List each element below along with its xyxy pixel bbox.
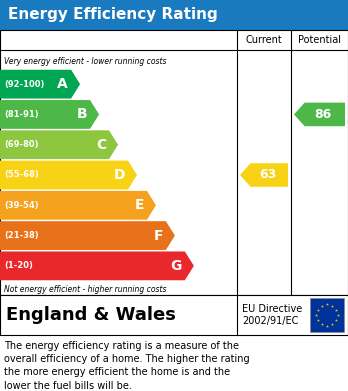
Polygon shape: [240, 163, 288, 187]
Text: (69-80): (69-80): [4, 140, 39, 149]
Bar: [0, 0, 348, 30]
Polygon shape: [0, 221, 175, 250]
Text: (92-100): (92-100): [4, 80, 45, 89]
Polygon shape: [0, 100, 99, 129]
Text: Potential: Potential: [298, 35, 341, 45]
Bar: [0, 295, 348, 335]
Text: Current: Current: [246, 35, 282, 45]
Text: The energy efficiency rating is a measure of the
overall efficiency of a home. T: The energy efficiency rating is a measur…: [4, 341, 250, 391]
Polygon shape: [294, 102, 345, 126]
Text: Very energy efficient - lower running costs: Very energy efficient - lower running co…: [4, 57, 166, 66]
Text: B: B: [77, 108, 87, 122]
Text: 86: 86: [314, 108, 332, 121]
Polygon shape: [0, 251, 194, 280]
Text: (39-54): (39-54): [4, 201, 39, 210]
Text: (21-38): (21-38): [4, 231, 39, 240]
Bar: [310, 298, 344, 332]
Text: D: D: [113, 168, 125, 182]
Text: Not energy efficient - higher running costs: Not energy efficient - higher running co…: [4, 285, 166, 294]
Text: 63: 63: [259, 169, 276, 181]
Polygon shape: [0, 191, 156, 220]
Text: (1-20): (1-20): [4, 261, 33, 270]
Text: (55-68): (55-68): [4, 170, 39, 179]
Text: EU Directive
2002/91/EC: EU Directive 2002/91/EC: [242, 304, 302, 326]
Text: G: G: [171, 259, 182, 273]
Text: F: F: [153, 229, 163, 242]
Polygon shape: [0, 70, 80, 99]
Text: C: C: [96, 138, 106, 152]
Text: England & Wales: England & Wales: [6, 306, 176, 324]
Text: Energy Efficiency Rating: Energy Efficiency Rating: [8, 7, 218, 23]
Bar: [0, 30, 348, 295]
Polygon shape: [0, 161, 137, 189]
Text: E: E: [134, 198, 144, 212]
Polygon shape: [0, 130, 118, 159]
Text: (81-91): (81-91): [4, 110, 39, 119]
Text: A: A: [57, 77, 68, 91]
